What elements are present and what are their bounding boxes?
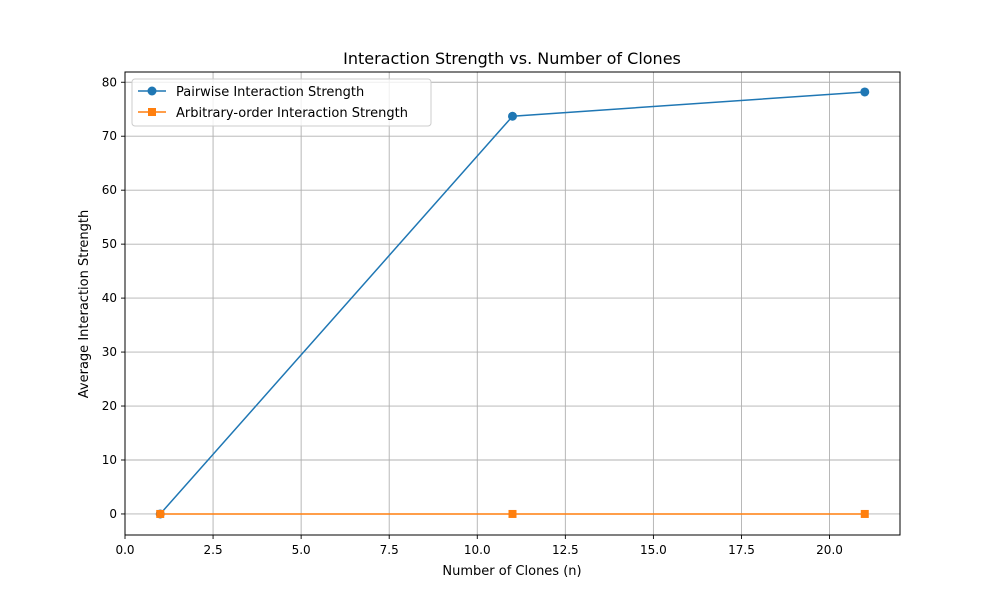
legend-marker xyxy=(148,108,156,116)
data-point xyxy=(860,509,869,518)
x-tick-label: 0.0 xyxy=(115,543,134,557)
legend-marker xyxy=(147,86,157,96)
legend-entry: Pairwise Interaction Strength xyxy=(138,85,364,100)
grid xyxy=(124,72,900,535)
y-axis-label: Average Interaction Strength xyxy=(77,210,92,398)
legend-label: Arbitrary-order Interaction Strength xyxy=(176,106,408,121)
x-tick-label: 7.5 xyxy=(380,543,399,557)
y-tick-label: 40 xyxy=(102,291,117,305)
y-tick-label: 50 xyxy=(102,237,117,251)
series-layer xyxy=(155,87,870,519)
legend: Pairwise Interaction Strength Arbitrary-o… xyxy=(131,78,432,127)
x-tick-label: 15.0 xyxy=(640,543,667,557)
y-tick-label: 30 xyxy=(102,345,117,359)
y-tick-label: 10 xyxy=(102,453,117,467)
legend-entry: Arbitrary-order Interaction Strength xyxy=(138,106,408,121)
legend-box xyxy=(131,78,432,127)
y-tick-label: 20 xyxy=(102,399,117,413)
x-tick-label: 10.0 xyxy=(464,543,491,557)
data-point xyxy=(156,509,165,518)
series-2 xyxy=(156,509,869,518)
y-tick-label: 80 xyxy=(102,75,117,89)
series-line xyxy=(159,91,865,515)
x-axis-label: Number of Clones (n) xyxy=(442,564,581,579)
x-tick-label: 2.5 xyxy=(204,543,223,557)
data-point xyxy=(508,509,517,518)
plot-frame xyxy=(124,71,901,536)
x-tick-label: 5.0 xyxy=(292,543,311,557)
y-tick-label: 60 xyxy=(102,183,117,197)
y-axis-ticks: 0 10 20 30 40 50 60 70 80 xyxy=(102,75,125,521)
y-tick-label: 70 xyxy=(102,129,117,143)
y-tick-label: 0 xyxy=(109,507,117,521)
legend-items: Pairwise Interaction Strength Arbitrary-o… xyxy=(138,85,408,121)
chart-title: Interaction Strength vs. Number of Clone… xyxy=(343,49,681,68)
x-axis-ticks: 0.0 2.5 5.0 7.5 10.0 12.5 15.0 17.5 20.0 xyxy=(115,535,843,557)
series-1 xyxy=(155,87,870,519)
x-tick-label: 20.0 xyxy=(816,543,843,557)
x-tick-label: 12.5 xyxy=(552,543,579,557)
data-point xyxy=(508,111,517,121)
legend-label: Pairwise Interaction Strength xyxy=(176,85,364,100)
x-tick-label: 17.5 xyxy=(728,543,755,557)
data-point xyxy=(860,87,870,97)
